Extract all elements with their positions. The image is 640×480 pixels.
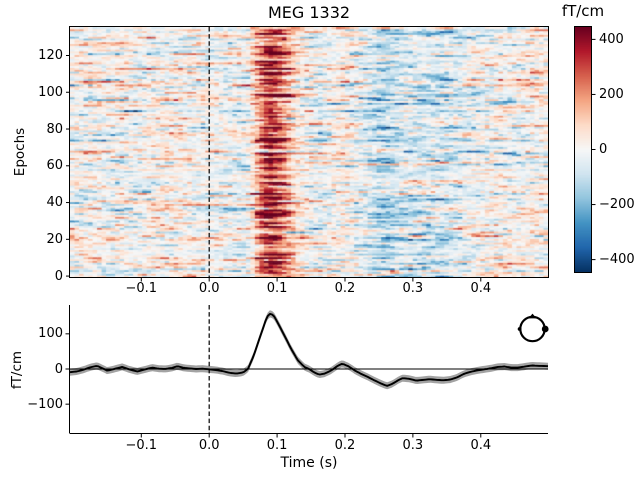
- time-xtick-label: 0.0: [198, 438, 220, 453]
- epochs-image-axes: [69, 26, 549, 278]
- time-xtick-label: 0.3: [402, 438, 424, 453]
- evoked-trace: [69, 312, 549, 387]
- evoked-ytick-label: −100: [27, 396, 63, 412]
- epochs-xtick-label: 0.0: [198, 281, 220, 296]
- time-xtick-label: 0.1: [266, 438, 288, 453]
- sensor-position-dot: [541, 325, 549, 333]
- evoked-ytick-label: 100: [38, 326, 63, 342]
- time-xtick-label: −0.1: [125, 438, 158, 453]
- epochs-xtick-label: 0.4: [470, 281, 492, 296]
- epochs-ytick-label: 60: [46, 158, 63, 174]
- epochs-ytick-label: 40: [46, 195, 63, 211]
- colorbar-tick-label: 400: [599, 31, 624, 47]
- colorbar-unit-label: fT/cm: [561, 2, 605, 20]
- time-xtick-label: 0.4: [470, 438, 492, 453]
- colorbar-tick-label: 0: [599, 142, 608, 157]
- epochs-ytick-label: 80: [46, 121, 63, 137]
- colorbar-tick-label: 200: [599, 86, 624, 102]
- epochs-ylabel: Epochs: [12, 127, 28, 177]
- colorbar: [574, 26, 592, 273]
- evoked-ci-band: [70, 310, 548, 390]
- epochs-ytick-label: 20: [46, 231, 63, 247]
- evoked-ytick-label: 0: [54, 361, 63, 377]
- epochs-image-canvas: [70, 27, 548, 277]
- time-xlabel: Time (s): [280, 455, 338, 471]
- colorbar-tick-label: −200: [599, 197, 635, 213]
- head-nose-icon: [528, 313, 537, 319]
- colorbar-tick-label: −400: [599, 252, 635, 268]
- epochs-xtick-label: 0.2: [334, 281, 356, 296]
- head-sensor-icon: [517, 313, 549, 343]
- epochs-ytick-label: 100: [38, 84, 63, 100]
- epochs-xtick-label: 0.3: [402, 281, 424, 296]
- epochs-xtick-label: 0.1: [266, 281, 288, 296]
- colorbar-canvas: [575, 27, 591, 272]
- page-title: MEG 1332: [267, 3, 351, 22]
- evoked-ylabel: fT/cm: [9, 350, 25, 390]
- epochs-ytick-label: 0: [54, 268, 63, 284]
- epochs-xtick-label: −0.1: [125, 281, 158, 296]
- epochs-ytick-label: 120: [38, 47, 63, 63]
- head-left-ear-icon: [517, 327, 522, 331]
- time-xtick-label: 0.2: [334, 438, 356, 453]
